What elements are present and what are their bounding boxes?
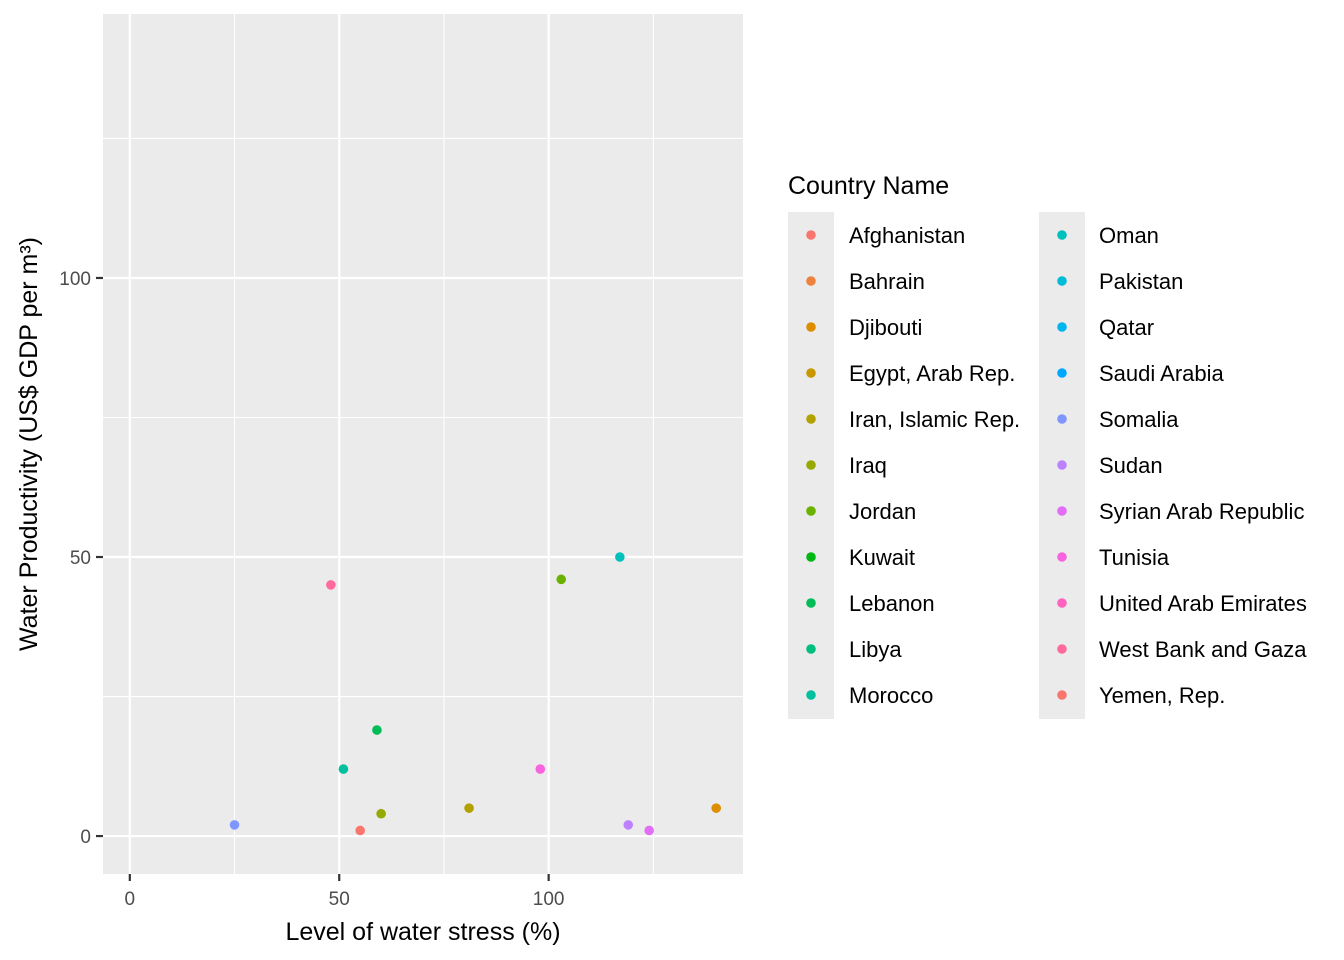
data-point xyxy=(556,574,567,585)
data-point xyxy=(623,820,634,830)
legend: Country Name Afghanistan Bahrain Djibouti E… xyxy=(788,172,1307,719)
legend-label: Egypt, Arab Rep. xyxy=(849,361,1015,386)
legend-label: Tunisia xyxy=(1099,545,1170,570)
x-axis-title: Level of water stress (%) xyxy=(285,918,560,946)
legend-label: Syrian Arab Republic xyxy=(1099,499,1304,524)
legend-key xyxy=(806,644,816,654)
data-point xyxy=(644,825,654,836)
plot-panel xyxy=(103,14,743,874)
major-gridlines xyxy=(103,14,743,874)
legend-key xyxy=(1057,414,1067,424)
x-tick-label: 50 xyxy=(329,889,350,910)
legend-label: Oman xyxy=(1099,223,1159,248)
data-point xyxy=(535,764,546,774)
legend-label: Morocco xyxy=(849,683,933,708)
data-point xyxy=(326,580,336,590)
legend-key xyxy=(1057,690,1067,700)
data-point xyxy=(338,764,349,774)
legend-key xyxy=(1057,230,1067,240)
legend-key xyxy=(806,230,816,240)
legend-label: Pakistan xyxy=(1099,269,1183,294)
legend-label: Lebanon xyxy=(849,591,935,616)
data-point xyxy=(464,803,474,813)
legend-key xyxy=(1057,322,1067,332)
legend-key xyxy=(806,368,816,378)
legend-label: Saudi Arabia xyxy=(1099,361,1225,386)
legend-key xyxy=(1057,644,1067,654)
x-tick-label: 100 xyxy=(533,889,565,910)
legend-label: Qatar xyxy=(1099,315,1154,340)
data-point xyxy=(711,803,721,813)
data-point xyxy=(615,552,625,562)
data-point xyxy=(376,808,386,819)
tick-labels: 0 50 100 0 50 100 xyxy=(59,269,564,910)
legend-label: Afghanistan xyxy=(849,223,965,248)
legend-key xyxy=(806,552,816,562)
data-point xyxy=(229,820,240,830)
legend-key xyxy=(806,460,816,470)
minor-gridlines xyxy=(103,14,743,874)
legend-key xyxy=(1057,598,1067,608)
y-tick-label: 100 xyxy=(59,269,91,290)
y-axis-title: Water Productivity (US$ GDP per m³) xyxy=(15,237,43,651)
legend-key xyxy=(806,598,816,608)
legend-key xyxy=(1057,460,1067,470)
legend-label: Sudan xyxy=(1099,453,1163,478)
legend-label: Iran, Islamic Rep. xyxy=(849,407,1020,432)
legend-label: Djibouti xyxy=(849,315,922,340)
legend-label: West Bank and Gaza xyxy=(1099,637,1307,662)
legend-key xyxy=(1057,276,1067,286)
legend-key xyxy=(806,322,816,332)
legend-items: Afghanistan Bahrain Djibouti Egypt, Arab Re… xyxy=(806,223,1307,708)
legend-label: Kuwait xyxy=(849,545,915,570)
data-point xyxy=(355,825,365,836)
legend-key xyxy=(1057,506,1067,516)
legend-key xyxy=(1057,368,1067,378)
y-tick-label: 0 xyxy=(80,827,91,848)
axis-ticks xyxy=(96,276,550,881)
legend-title: Country Name xyxy=(788,172,949,200)
legend-label: Libya xyxy=(849,637,902,662)
legend-key xyxy=(1057,552,1067,562)
legend-key xyxy=(806,690,816,700)
legend-label: Jordan xyxy=(849,499,916,524)
legend-key xyxy=(806,414,816,424)
legend-label: Yemen, Rep. xyxy=(1099,683,1225,708)
data-point xyxy=(372,725,382,735)
y-tick-label: 50 xyxy=(70,548,91,569)
legend-label: Iraq xyxy=(849,453,887,478)
legend-label: United Arab Emirates xyxy=(1099,591,1307,616)
legend-key xyxy=(806,506,816,516)
x-tick-label: 0 xyxy=(125,889,136,910)
legend-label: Somalia xyxy=(1099,407,1179,432)
data-points xyxy=(229,552,721,836)
legend-key xyxy=(806,276,816,286)
legend-label: Bahrain xyxy=(849,269,925,294)
